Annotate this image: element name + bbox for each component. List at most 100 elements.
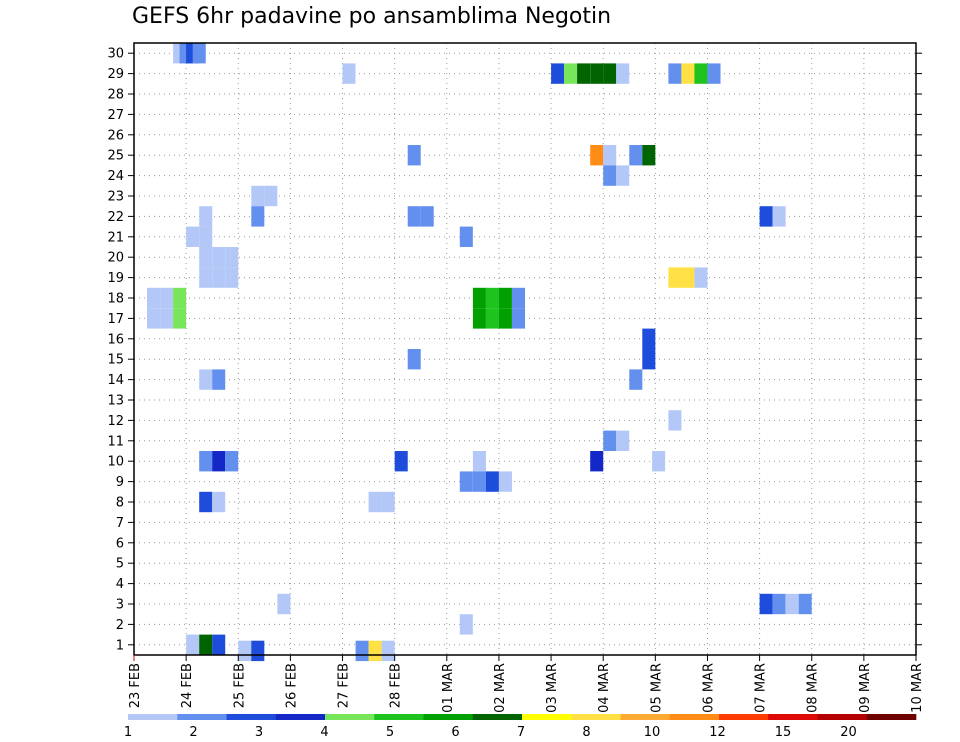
heat-cell: [381, 491, 395, 513]
x-tick-label: 04 MAR: [597, 663, 612, 713]
heat-cell: [147, 308, 161, 329]
heat-cell: [707, 63, 721, 84]
y-tick-label: 13: [107, 394, 124, 409]
heat-cell: [694, 63, 708, 84]
y-tick-label: 27: [107, 108, 124, 123]
x-tick-label: 03 MAR: [545, 663, 560, 713]
legend-swatch: [325, 714, 375, 720]
legend-swatch: [768, 714, 818, 720]
heat-cell: [498, 471, 512, 492]
x-tick-label: 07 MAR: [754, 663, 769, 713]
heat-cell: [590, 63, 604, 84]
heat-cell: [238, 640, 252, 662]
heat-cell: [603, 430, 617, 451]
heat-cell: [173, 287, 187, 309]
y-tick-label: 18: [107, 292, 124, 307]
heat-cell: [772, 206, 786, 227]
heat-cell: [264, 185, 278, 207]
y-tick-label: 21: [107, 230, 124, 245]
x-tick-label: 01 MAR: [441, 663, 456, 713]
x-tick-label: 10 MAR: [910, 663, 925, 713]
heat-cell: [420, 206, 434, 227]
x-tick-label: 09 MAR: [858, 663, 873, 713]
y-tick-label: 14: [107, 373, 124, 388]
heat-cell: [147, 287, 161, 309]
legend-swatch: [571, 714, 621, 720]
legend-label: 3: [255, 725, 263, 740]
heat-cell: [564, 63, 578, 84]
heat-cell: [485, 287, 499, 309]
heat-cell: [225, 451, 239, 472]
heat-cell: [590, 451, 604, 472]
legend-label: 12: [709, 725, 726, 740]
y-tick-label: 26: [107, 128, 124, 143]
heat-cell: [642, 328, 656, 349]
y-tick-label: 23: [107, 190, 124, 205]
heat-cell: [472, 287, 486, 309]
heat-cell: [199, 226, 213, 247]
x-tick-label: 02 MAR: [493, 663, 508, 713]
y-tick-label: 24: [107, 169, 124, 184]
y-tick-label: 12: [107, 414, 124, 429]
heat-cell: [459, 614, 473, 635]
x-tick-label: 25 FEB: [232, 663, 247, 708]
heat-cell: [407, 145, 421, 166]
legend-swatch: [275, 714, 326, 720]
heat-cell: [225, 267, 239, 288]
legend-swatch: [423, 714, 474, 720]
legend-label: 1: [124, 725, 132, 740]
heat-cell: [199, 451, 213, 472]
y-axis: 1234567891011121314151617181920212223242…: [107, 47, 922, 653]
heat-cell: [342, 63, 356, 84]
heat-cell: [759, 593, 773, 615]
y-tick-label: 20: [107, 251, 124, 266]
heat-cell: [603, 145, 617, 166]
x-tick-label: 24 FEB: [180, 663, 195, 708]
x-tick-label: 23 FEB: [128, 663, 143, 708]
heat-cell: [498, 308, 512, 329]
heat-cell: [251, 185, 265, 207]
y-tick-label: 2: [116, 618, 124, 633]
legend-swatch: [866, 714, 917, 720]
legend-swatch: [374, 714, 424, 720]
heat-cell: [681, 63, 695, 84]
legend-swatch: [522, 714, 572, 720]
heat-cell: [407, 206, 421, 227]
y-tick-label: 22: [107, 210, 124, 225]
y-tick-label: 5: [116, 557, 124, 572]
heat-cell: [212, 491, 226, 513]
legend-label: 2: [189, 725, 197, 740]
heat-cell: [616, 165, 630, 186]
y-tick-label: 16: [107, 332, 124, 347]
x-tick-label: 08 MAR: [806, 663, 821, 713]
heat-cell: [277, 593, 291, 615]
heat-cell: [368, 640, 382, 662]
legend-swatch: [669, 714, 720, 720]
heat-cell: [212, 634, 226, 655]
heat-cell: [199, 206, 213, 227]
plot-frame: [133, 42, 917, 656]
grid: [134, 43, 916, 655]
heat-cell: [798, 593, 812, 615]
heat-cell: [459, 471, 473, 492]
heat-cell: [212, 369, 226, 390]
legend-label: 15: [775, 725, 792, 740]
legend-label: 10: [644, 725, 661, 740]
y-tick-label: 9: [116, 475, 124, 490]
heat-cell: [512, 308, 526, 329]
heat-cell: [668, 63, 682, 84]
heat-cell: [668, 267, 682, 288]
heat-cell: [577, 63, 591, 84]
heat-cell: [616, 63, 630, 84]
heat-cell: [199, 247, 213, 268]
legend-label: 4: [320, 725, 328, 740]
y-tick-label: 7: [116, 516, 124, 531]
x-axis: 23 FEB 24 FEB 25 FEB 26 FEB 27 FEB 28 FEB 01 M…: [128, 655, 925, 713]
x-tick-label: 28 FEB: [389, 663, 404, 708]
heat-cell: [603, 165, 617, 186]
legend-label: 8: [582, 725, 590, 740]
y-tick-label: 25: [107, 149, 124, 164]
heat-cell: [694, 267, 708, 288]
legend-swatch: [128, 714, 178, 720]
y-tick-label: 17: [107, 312, 124, 327]
